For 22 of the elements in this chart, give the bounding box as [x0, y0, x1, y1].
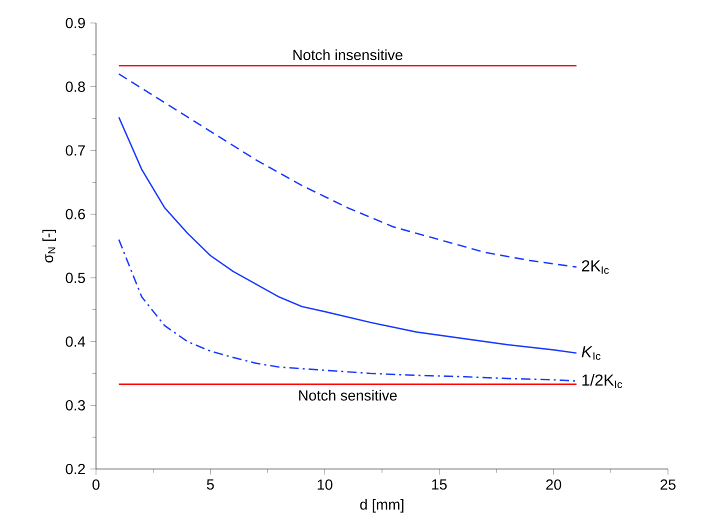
x-tick-label: 10	[318, 479, 332, 490]
y-tick-label: 0.5	[66, 272, 85, 284]
x-tick-label: 20	[546, 479, 562, 490]
series-label: 2K$_{Ic}$	[582, 260, 609, 274]
x-axis-title: d [mm]	[360, 498, 404, 513]
y-axis-title: σ$_{N}$ [-]	[42, 230, 56, 263]
y-tick-label: 0.8	[66, 82, 85, 92]
line-series	[118, 116, 578, 354]
y-tick-label: 0.4	[66, 336, 86, 347]
x-tick-label: 0	[92, 479, 100, 490]
y-tick-label: 0.3	[66, 400, 85, 410]
series-label: K$_{Ic}$	[582, 346, 600, 360]
x-tick-label: 5	[206, 479, 214, 490]
y-tick-label: 0.6	[66, 208, 85, 220]
y-tick-label: 0.7	[66, 145, 85, 156]
x-tick-label: 15	[432, 479, 447, 490]
annotation: Notch sensitive	[299, 390, 397, 401]
annotation: Notch insensitive	[293, 49, 402, 60]
x-tick-label: 25	[660, 479, 676, 490]
y-tick-label: 0.9	[66, 18, 85, 28]
series-label: 1/2K$_{Ic}$	[582, 374, 622, 388]
y-tick-label: 0.2	[66, 464, 85, 474]
